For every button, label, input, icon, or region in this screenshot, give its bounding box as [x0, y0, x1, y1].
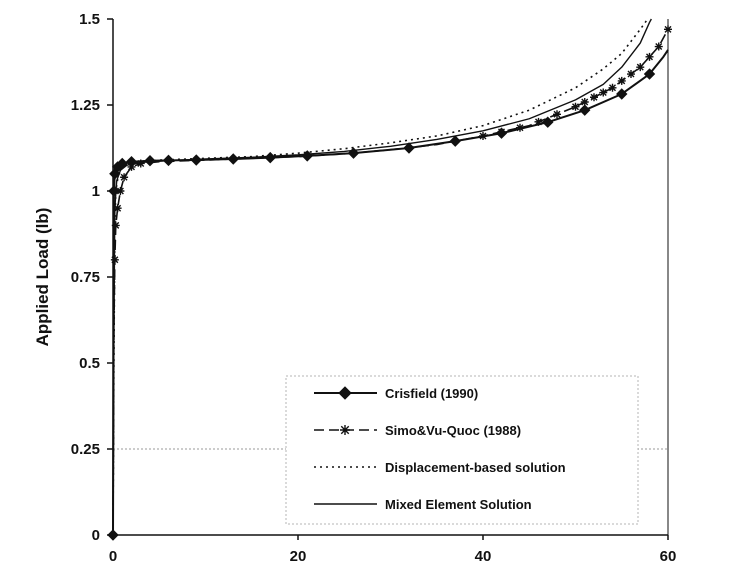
x-tick-label: 0	[109, 548, 117, 565]
star-glyph	[120, 173, 129, 182]
data-point-star	[534, 117, 543, 126]
data-point-star	[127, 162, 136, 171]
data-point-star	[654, 42, 663, 51]
legend-star-marker	[340, 425, 350, 435]
data-point-star	[116, 187, 125, 195]
legend-label: Mixed Element Solution	[385, 497, 532, 512]
series-4	[112, 18, 652, 536]
data-point-star	[608, 83, 617, 92]
star-glyph	[340, 425, 350, 435]
data-point-diamond	[579, 104, 591, 116]
data-point-star	[113, 204, 122, 213]
legend-entry-4: Mixed Element Solution	[314, 497, 532, 512]
legend-entry-3: Displacement-based solution	[314, 460, 566, 475]
star-glyph	[113, 204, 122, 213]
tick-labels: 0 0.25 0.5 0.75 1 1.25 1.5 0 20 40 60	[71, 11, 677, 565]
data-point-star	[479, 131, 487, 140]
y-tick-label: 0.5	[79, 355, 100, 372]
star-glyph	[116, 187, 125, 195]
y-tick-label: 0.75	[71, 269, 100, 286]
star-glyph	[627, 70, 635, 79]
y-tick-label: 1	[92, 183, 100, 200]
star-glyph	[654, 42, 663, 51]
star-glyph	[479, 131, 487, 140]
star-glyph	[553, 110, 561, 119]
legend-entry-2: Simo&Vu-Quoc (1988)	[314, 423, 521, 438]
x-tick-label: 20	[290, 548, 307, 565]
star-glyph	[516, 123, 524, 132]
star-glyph	[590, 93, 598, 102]
star-glyph	[645, 52, 654, 61]
data-point-star	[590, 93, 598, 102]
data-point-star	[136, 159, 145, 168]
star-glyph	[497, 127, 506, 136]
data-point-diamond	[643, 68, 656, 80]
star-glyph	[636, 63, 645, 72]
star-glyph	[136, 159, 145, 168]
star-glyph	[111, 221, 120, 230]
y-tick-label: 0	[92, 527, 100, 544]
data-point-star	[599, 88, 608, 97]
data-point-star	[580, 97, 589, 106]
data-point-star	[111, 221, 120, 230]
series-2	[110, 25, 672, 536]
data-point-star	[636, 63, 645, 72]
star-glyph	[608, 83, 617, 92]
data-point-diamond	[616, 88, 628, 100]
data-point-star	[627, 70, 635, 79]
star-glyph	[617, 76, 626, 85]
axes	[107, 18, 669, 540]
data-point-star	[617, 76, 626, 85]
legend-label: Crisfield (1990)	[385, 386, 478, 401]
data-point-star	[553, 110, 561, 119]
data-point-star	[516, 123, 524, 132]
data-point-star	[497, 127, 506, 136]
star-glyph	[534, 117, 543, 126]
star-glyph	[599, 88, 608, 97]
data-point-star	[645, 52, 654, 61]
x-tick-label: 60	[660, 548, 677, 565]
y-tick-label: 1.25	[71, 97, 100, 114]
series-line	[112, 18, 652, 536]
y-tick-label: 0.25	[71, 441, 100, 458]
data-point-star	[571, 102, 580, 111]
legend-label: Displacement-based solution	[385, 460, 566, 475]
star-glyph	[571, 102, 580, 111]
star-glyph	[127, 162, 136, 171]
legend-box	[285, 375, 639, 525]
x-tick-label: 40	[475, 548, 492, 565]
series-line	[112, 28, 669, 536]
legend-items: Crisfield (1990) Simo&Vu-Quoc (1988) Displ…	[314, 386, 566, 512]
data-point-star	[120, 173, 129, 182]
legend-label: Simo&Vu-Quoc (1988)	[385, 423, 521, 438]
legend-frame	[285, 375, 639, 525]
y-axis-label: Applied Load (lb)	[33, 208, 52, 347]
y-tick-label: 1.5	[79, 11, 100, 28]
legend-diamond-marker	[338, 386, 352, 400]
legend-entry-1: Crisfield (1990)	[314, 386, 478, 401]
star-glyph	[580, 97, 589, 106]
